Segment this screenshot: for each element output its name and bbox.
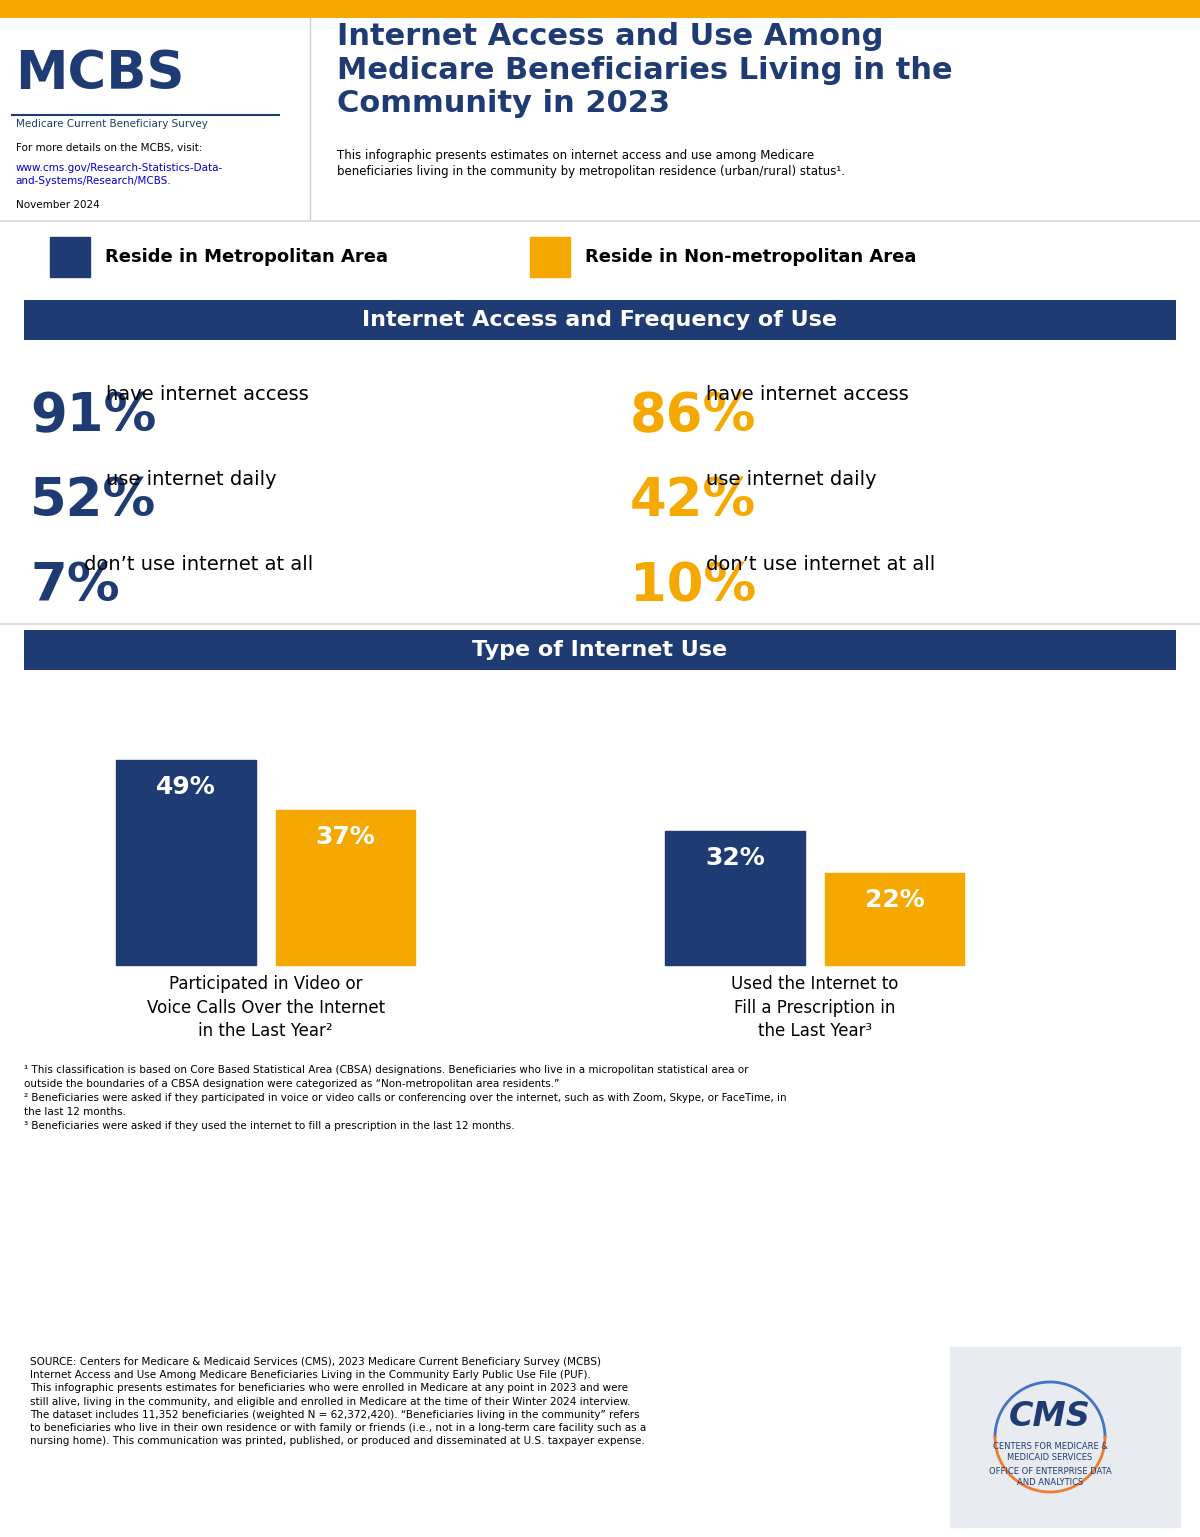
Text: use internet daily: use internet daily bbox=[106, 470, 277, 489]
Text: 91%: 91% bbox=[30, 390, 156, 443]
Text: www.cms.gov/Research-Statistics-Data-
and-Systems/Research/MCBS.: www.cms.gov/Research-Statistics-Data- an… bbox=[16, 163, 223, 186]
Text: 37%: 37% bbox=[316, 825, 376, 850]
Text: Participated in Video or
Voice Calls Over the Internet
in the Last Year²: Participated in Video or Voice Calls Ove… bbox=[146, 974, 385, 1041]
Text: Type of Internet Use: Type of Internet Use bbox=[473, 639, 727, 659]
Text: don’t use internet at all: don’t use internet at all bbox=[84, 555, 313, 573]
Text: November 2024: November 2024 bbox=[16, 200, 100, 209]
Text: SOURCE: Centers for Medicare & Medicaid Services (CMS), 2023 Medicare Current Be: SOURCE: Centers for Medicare & Medicaid … bbox=[30, 1357, 647, 1446]
Text: Internet Access and Use Among
Medicare Beneficiaries Living in the
Community in : Internet Access and Use Among Medicare B… bbox=[337, 22, 953, 118]
Bar bbox=[824, 873, 965, 965]
Text: 32%: 32% bbox=[704, 847, 764, 870]
Text: have internet access: have internet access bbox=[706, 384, 908, 404]
Text: CENTERS FOR MEDICARE &
MEDICAID SERVICES: CENTERS FOR MEDICARE & MEDICAID SERVICES bbox=[992, 1442, 1108, 1462]
Text: CMS: CMS bbox=[1009, 1400, 1091, 1434]
Text: MCBS: MCBS bbox=[16, 48, 185, 100]
Bar bbox=[50, 237, 90, 277]
Text: OFFICE OF ENTERPRISE DATA
AND ANALYTICS: OFFICE OF ENTERPRISE DATA AND ANALYTICS bbox=[989, 1466, 1111, 1488]
Text: Reside in Non-metropolitan Area: Reside in Non-metropolitan Area bbox=[586, 247, 917, 266]
Bar bbox=[950, 1346, 1180, 1526]
Text: Medicare Current Beneficiary Survey: Medicare Current Beneficiary Survey bbox=[16, 118, 208, 129]
Text: 10%: 10% bbox=[630, 559, 756, 612]
Text: use internet daily: use internet daily bbox=[706, 470, 877, 489]
Bar bbox=[665, 832, 805, 965]
Bar bbox=[530, 237, 570, 277]
Text: 42%: 42% bbox=[630, 475, 756, 527]
Text: Internet Access and Frequency of Use: Internet Access and Frequency of Use bbox=[362, 310, 838, 330]
Text: 49%: 49% bbox=[156, 775, 216, 799]
Text: For more details on the MCBS, visit:: For more details on the MCBS, visit: bbox=[16, 143, 202, 154]
Text: Reside in Metropolitan Area: Reside in Metropolitan Area bbox=[106, 247, 388, 266]
Text: have internet access: have internet access bbox=[106, 384, 308, 404]
Text: ¹ This classification is based on Core Based Statistical Area (CBSA) designation: ¹ This classification is based on Core B… bbox=[24, 1065, 787, 1131]
Text: 7%: 7% bbox=[30, 559, 120, 612]
Text: Used the Internet to
Fill a Prescription in
the Last Year³: Used the Internet to Fill a Prescription… bbox=[731, 974, 899, 1041]
Text: 86%: 86% bbox=[630, 390, 756, 443]
Text: This infographic presents estimates on internet access and use among Medicare
be: This infographic presents estimates on i… bbox=[337, 149, 845, 178]
Text: don’t use internet at all: don’t use internet at all bbox=[706, 555, 935, 573]
Text: 52%: 52% bbox=[30, 475, 156, 527]
Text: 22%: 22% bbox=[865, 888, 924, 911]
Bar bbox=[116, 761, 256, 965]
Bar bbox=[276, 810, 415, 965]
